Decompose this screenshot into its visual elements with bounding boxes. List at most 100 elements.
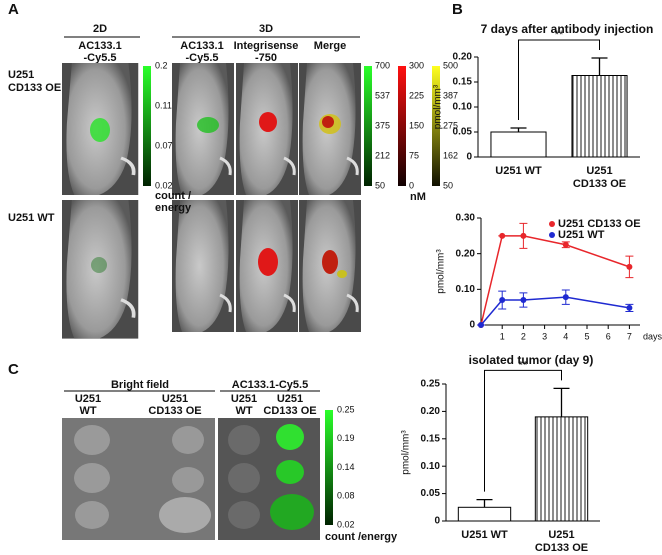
point bbox=[520, 297, 527, 304]
error-bar bbox=[510, 127, 527, 132]
significance-label: ** bbox=[555, 29, 564, 41]
colorbar-tick: 0.25 bbox=[337, 404, 355, 414]
colorbar-tick: 275 bbox=[443, 120, 458, 130]
colorbar-tick: 387 bbox=[443, 90, 458, 100]
column-label: AC133.1 bbox=[78, 40, 121, 52]
bar bbox=[490, 131, 547, 158]
panel-label: C bbox=[8, 361, 19, 378]
column-label: -Cy5.5 bbox=[185, 52, 218, 64]
group-label: Bright field bbox=[111, 379, 169, 391]
x-tick-label: 4 bbox=[563, 331, 568, 341]
colorbar bbox=[364, 66, 372, 186]
colorbar-tick: 375 bbox=[375, 120, 390, 130]
colorbar-tick: 0.14 bbox=[337, 462, 355, 472]
x-tick-label: 2 bbox=[521, 331, 526, 341]
column-label: U251 bbox=[75, 393, 101, 405]
column-label: Merge bbox=[314, 40, 346, 52]
group-label: 3D bbox=[259, 23, 273, 35]
group-label: AC133.1-Cy5.5 bbox=[232, 379, 308, 391]
colorbar-tick: 0.08 bbox=[337, 491, 355, 501]
x-tick-label: 1 bbox=[500, 331, 505, 341]
colorbar-tick: 225 bbox=[409, 90, 424, 100]
point bbox=[562, 241, 569, 248]
colorbar-tick: 150 bbox=[409, 120, 424, 130]
colorbar-tick: 537 bbox=[375, 90, 390, 100]
y-tick-label: 0 bbox=[434, 516, 440, 527]
image-grid bbox=[60, 61, 363, 341]
y-tick-label: 0.25 bbox=[421, 379, 441, 390]
colorbar-tick: 700 bbox=[375, 60, 390, 70]
legend-marker bbox=[549, 232, 555, 238]
y-tick-label: 0.05 bbox=[453, 127, 473, 138]
colorbar-tick: 50 bbox=[375, 180, 385, 190]
chart-title: 7 days after antibody injection bbox=[481, 22, 654, 36]
x-axis-label: days bbox=[643, 331, 662, 341]
significance-label: ** bbox=[519, 359, 528, 371]
y-tick-label: 0.15 bbox=[453, 77, 473, 88]
colorbar bbox=[325, 410, 333, 525]
colorbar-unit: energy bbox=[155, 202, 192, 214]
y-tick-label: 0.10 bbox=[421, 461, 441, 472]
point bbox=[520, 232, 527, 239]
colorbar-unit: count /energy bbox=[325, 531, 398, 543]
bar bbox=[534, 416, 589, 522]
colorbar-tick: 50 bbox=[443, 180, 453, 190]
row-label: U251 WT bbox=[8, 212, 55, 224]
colorbar-tick: 300 bbox=[409, 60, 424, 70]
series-line bbox=[480, 235, 630, 326]
colorbar-unit: nM bbox=[410, 191, 426, 203]
column-label: -Cy5.5 bbox=[83, 52, 116, 64]
bar bbox=[571, 75, 628, 158]
column-label: WT bbox=[235, 405, 252, 417]
column-label: CD133 OE bbox=[148, 405, 201, 417]
y-axis-label: pmol/mm³ bbox=[401, 430, 412, 475]
column-label: Integrisense bbox=[234, 40, 299, 52]
y-axis-label: pmol/mm³ bbox=[433, 84, 444, 129]
error-bar bbox=[591, 57, 608, 76]
y-tick-label: 0.20 bbox=[456, 248, 476, 259]
y-tick-label: 0.15 bbox=[421, 433, 441, 444]
panel-label: A bbox=[8, 1, 19, 18]
x-tick-label: U251 WT bbox=[495, 165, 542, 177]
row-label: CD133 OE bbox=[8, 82, 61, 94]
colorbar-tick: 0.19 bbox=[337, 433, 355, 443]
point bbox=[499, 232, 506, 239]
x-tick-label: 3 bbox=[542, 331, 547, 341]
y-tick-label: 0.20 bbox=[421, 406, 441, 417]
significance-bracket bbox=[484, 369, 562, 492]
error-bar bbox=[553, 387, 570, 417]
column-label: CD133 OE bbox=[263, 405, 316, 417]
column-label: -750 bbox=[255, 52, 277, 64]
colorbar bbox=[432, 66, 440, 186]
y-tick-label: 0 bbox=[469, 320, 475, 331]
legend-label: U251 WT bbox=[558, 229, 605, 241]
colorbar-tick: 0 bbox=[409, 180, 414, 190]
colorbar-tick: 0.07 bbox=[155, 140, 173, 150]
legend-marker bbox=[549, 221, 555, 227]
colorbar-unit: count / bbox=[155, 190, 191, 202]
column-label: U251 bbox=[162, 393, 188, 405]
column-label: U251 bbox=[231, 393, 257, 405]
y-tick-label: 0 bbox=[466, 152, 472, 163]
x-tick-label: U251 bbox=[548, 529, 574, 541]
colorbar-tick: 162 bbox=[443, 150, 458, 160]
y-tick-label: 0.30 bbox=[456, 213, 476, 224]
tumor-images bbox=[62, 418, 320, 540]
point bbox=[626, 263, 633, 270]
column-label: AC133.1 bbox=[180, 40, 223, 52]
y-tick-label: 0.20 bbox=[453, 52, 473, 63]
y-tick-label: 0.10 bbox=[453, 102, 473, 113]
x-tick-label: U251 WT bbox=[461, 529, 508, 541]
x-tick-label: CD133 OE bbox=[535, 542, 588, 554]
x-tick-label: 7 bbox=[627, 331, 632, 341]
x-tick-label: CD133 OE bbox=[573, 178, 626, 190]
point bbox=[499, 297, 506, 304]
point bbox=[626, 304, 633, 311]
error-bar bbox=[476, 498, 493, 508]
x-tick-label: 6 bbox=[606, 331, 611, 341]
y-tick-label: 0.10 bbox=[456, 284, 476, 295]
colorbar-tick: 0.02 bbox=[155, 180, 173, 190]
bar bbox=[457, 506, 512, 522]
